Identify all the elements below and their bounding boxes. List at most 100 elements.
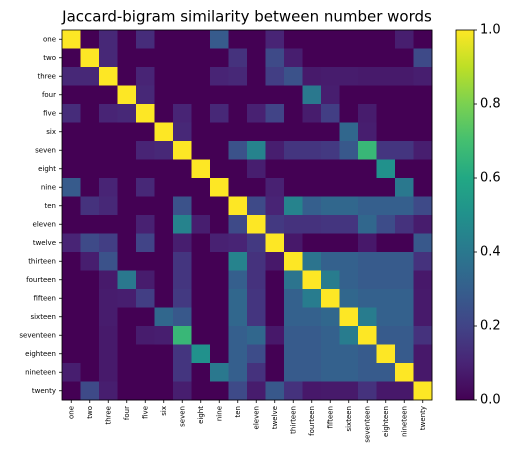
heatmap-cell [191,48,211,68]
heatmap-cell [154,252,174,271]
heatmap-cell [284,67,303,86]
heatmap-cell [191,326,211,345]
heatmap-cell [376,252,396,271]
heatmap-cell [62,30,81,49]
heatmap-cell [154,178,174,197]
colorbar-tick-label: 0.2 [480,319,501,334]
heatmap-cell [358,326,377,345]
heatmap-cell [247,196,266,216]
y-tick-label: three [37,72,56,80]
heatmap-cell [136,363,155,382]
heatmap-cell [376,122,396,142]
heatmap-cell [339,252,359,271]
heatmap-cell [154,67,174,86]
heatmap-cell [117,344,137,364]
heatmap-cell [136,252,155,271]
heatmap-cell [117,307,137,327]
heatmap-cell [302,363,322,382]
heatmap-cell [99,326,118,345]
heatmap-cell [247,252,266,271]
heatmap-cell [265,67,285,86]
heatmap-cell [339,344,359,364]
heatmap-cell [99,48,118,68]
heatmap-cell [117,233,137,253]
heatmap-cell [376,67,396,86]
heatmap-cell [191,104,211,123]
heatmap-cell [173,289,192,308]
heatmap-cell [228,67,248,86]
heatmap-cell [136,233,155,253]
heatmap-cell [284,381,303,401]
x-tick-label: five [141,406,149,419]
heatmap-cell [265,104,285,123]
heatmap-cell [321,381,340,401]
heatmap-cell [228,141,248,160]
heatmap-cell [173,85,192,105]
y-tick-label: fourteen [26,276,56,284]
heatmap-cell [339,215,359,234]
heatmap-cell [265,122,285,142]
heatmap-cell [339,289,359,308]
heatmap-cell [191,307,211,327]
heatmap-cell [228,215,248,234]
heatmap-cell [228,196,248,216]
x-tick-label: eighteen [382,406,390,437]
heatmap-cell [80,85,100,105]
heatmap-cell [99,289,118,308]
heatmap-cell [80,196,100,216]
heatmap-cell [413,326,433,345]
heatmap-cell [376,326,396,345]
heatmap-cell [136,30,155,49]
heatmap-cell [228,307,248,327]
heatmap-cell [321,326,340,345]
heatmap-cell [321,122,340,142]
heatmap-cell [358,363,377,382]
heatmap-cell [247,141,266,160]
heatmap-cell [247,344,266,364]
heatmap-cell [62,141,81,160]
heatmap-cell [358,344,377,364]
heatmap-cell [117,215,137,234]
heatmap-cell [154,215,174,234]
heatmap-cell [173,326,192,345]
heatmap-cell [302,307,322,327]
heatmap-cell [395,178,414,197]
heatmap-cell [339,30,359,49]
heatmap-cell [265,307,285,327]
heatmap-cell [80,178,100,197]
heatmap-cell [395,233,414,253]
heatmap-cell [247,159,266,179]
heatmap-cell [136,270,155,290]
y-tick-label: twenty [32,387,56,395]
heatmap-cell [321,344,340,364]
heatmap-cell [191,289,211,308]
heatmap-cell [247,233,266,253]
heatmap-cell [358,178,377,197]
heatmap-cell [339,233,359,253]
heatmap-cell [228,252,248,271]
heatmap-cell [210,233,229,253]
heatmap-cell [228,270,248,290]
heatmap-cell [154,196,174,216]
heatmap-cell [136,289,155,308]
heatmap-cell [228,178,248,197]
heatmap-cell [80,363,100,382]
heatmap-cell [191,30,211,49]
heatmap-cell [376,159,396,179]
heatmap-cell [154,104,174,123]
heatmap-cell [413,270,433,290]
heatmap-cell [191,85,211,105]
y-tick-label: fifteen [33,294,56,302]
heatmap-cell [99,270,118,290]
heatmap-cell [265,326,285,345]
heatmap-cell [173,196,192,216]
heatmap-cell [265,363,285,382]
heatmap-cell [284,141,303,160]
y-tick-label: one [43,35,56,43]
y-tick-label: seventeen [19,331,56,339]
heatmap-cell [62,159,81,179]
heatmap-cell [117,48,137,68]
heatmap-cell [395,104,414,123]
heatmap-cell [80,344,100,364]
x-tick-label: two [86,406,94,419]
